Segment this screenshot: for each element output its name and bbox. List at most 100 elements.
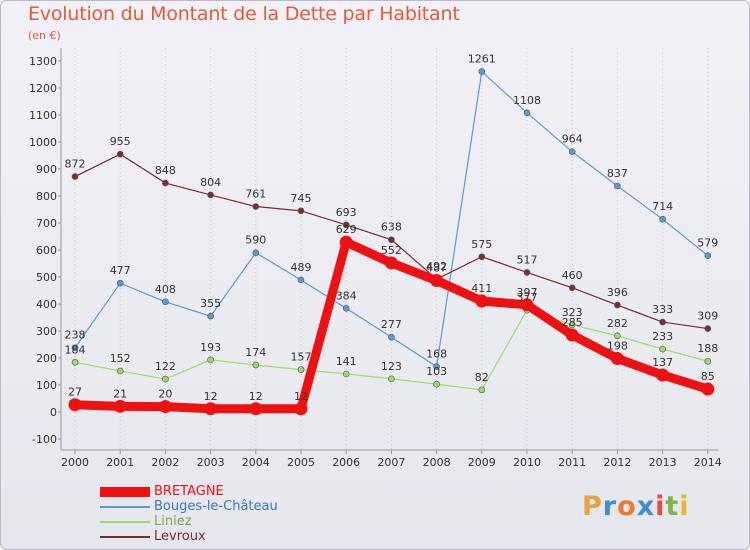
data-point — [659, 318, 666, 326]
data-label: 837 — [607, 167, 628, 180]
data-point — [252, 203, 260, 210]
data-label: 188 — [697, 342, 718, 355]
chart-title: Evolution du Montant de la Dette par Hab… — [28, 3, 460, 25]
x-tick-label: 2011 — [558, 456, 586, 469]
data-label: 85 — [701, 370, 715, 383]
x-tick-label: 2009 — [468, 456, 496, 469]
data-label: 198 — [607, 340, 628, 353]
x-tick-label: 2004 — [242, 456, 270, 469]
data-label: 477 — [110, 264, 131, 277]
data-point — [342, 370, 350, 378]
data-label: 590 — [245, 234, 266, 247]
data-point — [523, 269, 531, 276]
y-tick-label: 200 — [36, 352, 57, 365]
data-point — [297, 276, 305, 284]
data-label: 233 — [652, 330, 673, 343]
data-point — [520, 298, 534, 312]
data-point — [614, 182, 621, 190]
y-tick-label: 100 — [36, 379, 57, 392]
x-tick-label: 2013 — [649, 456, 677, 469]
data-label: 123 — [381, 360, 402, 373]
data-point — [294, 402, 308, 416]
x-tick-label: 2000 — [61, 456, 89, 469]
logo-letter: o — [617, 491, 637, 522]
legend-swatch-bretagne — [100, 487, 150, 497]
logo-letter: P — [582, 491, 603, 522]
data-label: 277 — [381, 318, 402, 331]
data-label: 397 — [517, 286, 538, 299]
legend-swatch-liniez — [100, 521, 150, 523]
data-point — [614, 301, 621, 309]
data-point — [162, 375, 169, 383]
data-point — [116, 279, 124, 287]
y-tick-label: 1100 — [29, 109, 57, 122]
data-label: 411 — [471, 282, 492, 295]
data-label: 487 — [426, 262, 447, 275]
x-tick-label: 2008 — [423, 456, 451, 469]
data-point — [433, 380, 440, 388]
y-tick-label: 700 — [36, 217, 57, 230]
unit-label: (en €) — [28, 29, 61, 42]
data-label: 152 — [110, 352, 131, 365]
data-point — [384, 256, 398, 270]
data-point — [704, 357, 712, 365]
data-label: 575 — [471, 238, 492, 251]
data-label: 964 — [562, 133, 583, 146]
x-tick-label: 2006 — [332, 456, 360, 469]
data-label: 323 — [562, 306, 583, 319]
data-label: 1108 — [513, 94, 541, 107]
data-label: 517 — [517, 253, 538, 266]
data-point — [339, 235, 353, 249]
data-point — [430, 274, 444, 288]
y-tick-label: -100 — [32, 433, 57, 446]
data-label: 12 — [204, 390, 218, 403]
data-point — [342, 305, 350, 312]
x-tick-label: 2005 — [287, 456, 315, 469]
data-label: 552 — [381, 244, 402, 257]
data-point — [701, 382, 715, 396]
data-label: 629 — [336, 223, 357, 236]
legend-label-bretagne: BRETAGNE — [154, 484, 224, 499]
y-tick-label: 900 — [36, 163, 57, 176]
data-label: 579 — [697, 237, 718, 250]
data-point — [162, 298, 169, 306]
data-point — [252, 249, 260, 256]
legend-swatch-bouges — [100, 506, 150, 508]
data-point — [297, 366, 305, 373]
data-point — [565, 328, 579, 342]
data-label: 193 — [200, 341, 221, 354]
logo-letter: r — [602, 491, 618, 522]
legend-label-bouges: Bouges-le-Château — [154, 499, 278, 514]
data-point — [523, 109, 531, 117]
y-tick-label: 1300 — [29, 55, 57, 68]
data-point — [568, 284, 576, 292]
data-label: 82 — [475, 371, 489, 384]
data-label: 122 — [155, 360, 176, 373]
logo-letter: t — [665, 491, 680, 522]
y-tick-label: 800 — [36, 190, 57, 203]
data-point — [433, 363, 440, 370]
data-label: 492 — [426, 260, 447, 273]
data-label: 238 — [65, 329, 86, 342]
data-label: 745 — [291, 192, 312, 205]
legend-label-levroux: Levroux — [154, 529, 206, 544]
data-label: 285 — [562, 316, 583, 329]
data-label: 137 — [652, 356, 673, 369]
data-point — [71, 359, 79, 366]
data-label: 21 — [113, 387, 127, 400]
x-tick-label: 2002 — [151, 456, 179, 469]
logo-letter: i — [655, 491, 666, 522]
data-point — [478, 253, 486, 261]
data-label: 333 — [652, 303, 673, 316]
data-point — [249, 402, 263, 416]
data-point — [342, 221, 350, 229]
data-label: 955 — [110, 135, 131, 148]
data-point — [656, 368, 670, 382]
data-point — [610, 352, 624, 366]
data-point — [297, 207, 305, 215]
data-label: 761 — [245, 188, 266, 201]
data-label: 872 — [65, 158, 86, 171]
y-tick-label: 1000 — [29, 136, 57, 149]
